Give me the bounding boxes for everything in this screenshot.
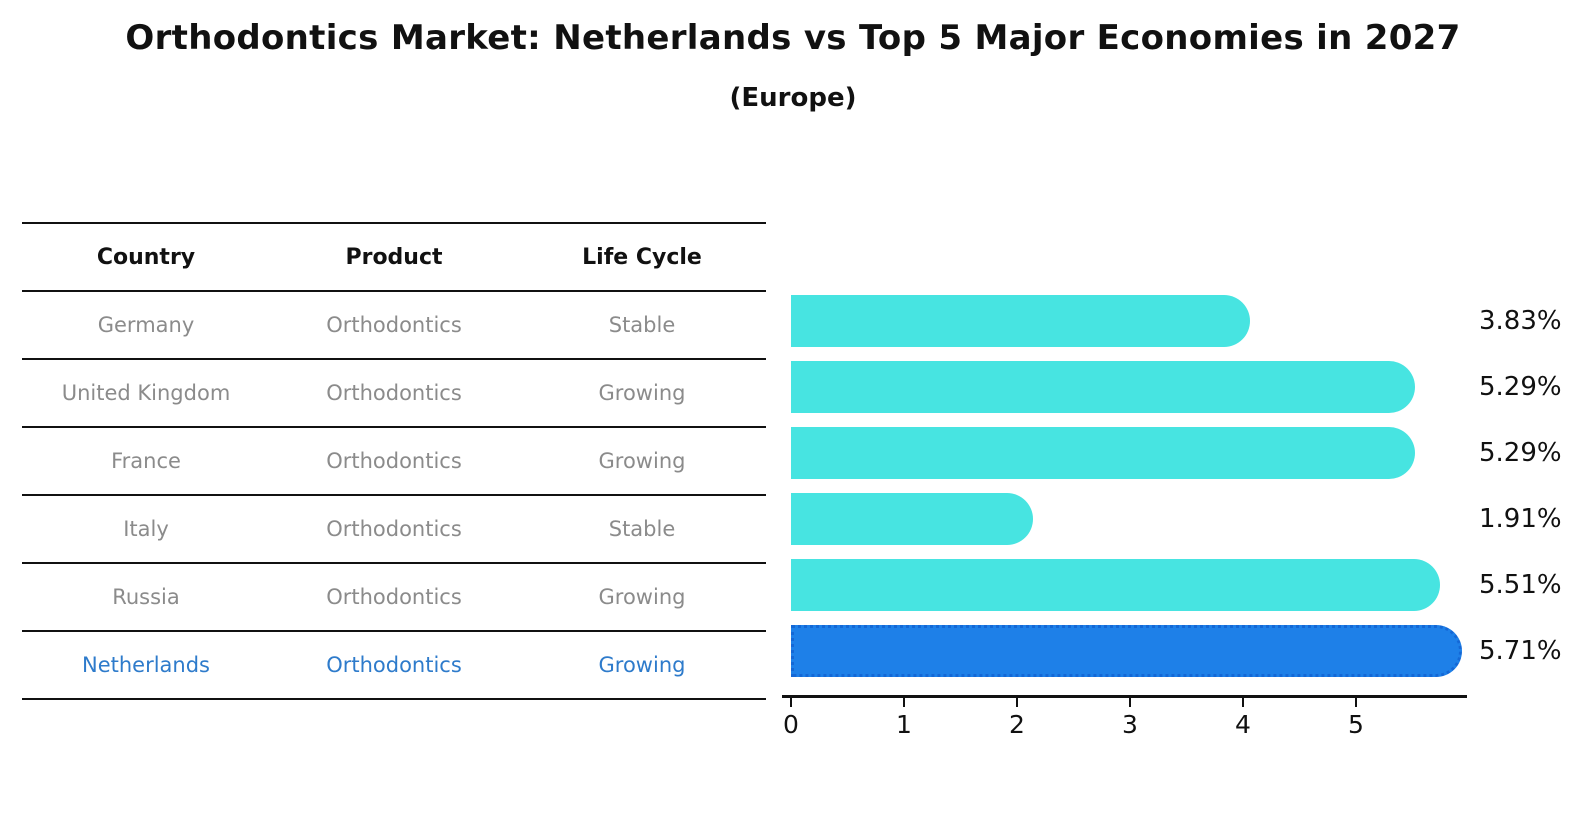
cell-life-cycle: Stable xyxy=(608,313,676,337)
cell-product: Orthodontics xyxy=(326,585,462,609)
cell-life-cycle: Growing xyxy=(598,585,686,609)
bar-united-kingdom xyxy=(791,361,1415,413)
x-axis-line xyxy=(782,695,1467,698)
column-header-country: Country xyxy=(96,244,196,270)
bar-russia xyxy=(791,559,1440,611)
cell-product: Orthodontics xyxy=(326,517,462,541)
cell-country: France xyxy=(111,449,181,473)
tick-label: 5 xyxy=(1348,710,1364,739)
page-title: Orthodontics Market: Netherlands vs Top … xyxy=(125,18,1461,58)
cell-country: Netherlands xyxy=(81,653,210,677)
table-row-france: France Orthodontics Growing xyxy=(22,426,766,494)
cell-product: Orthodontics xyxy=(326,313,462,337)
cell-product: Orthodontics xyxy=(326,449,462,473)
tick-label: 1 xyxy=(896,710,912,739)
table-row-united-kingdom: United Kingdom Orthodontics Growing xyxy=(22,358,766,426)
value-label-germany: 3.83% xyxy=(1479,306,1562,336)
tick-label: 0 xyxy=(783,710,799,739)
tick-mark xyxy=(1016,698,1018,707)
cell-product: Orthodontics xyxy=(326,381,462,405)
tick-mark xyxy=(903,698,905,707)
cell-country: Germany xyxy=(97,313,195,337)
table-row-netherlands: Netherlands Orthodontics Growing xyxy=(22,630,766,698)
value-label-france: 5.29% xyxy=(1479,438,1562,468)
tick-label: 4 xyxy=(1235,710,1251,739)
bar-netherlands-highlighted xyxy=(791,625,1463,677)
tick-label: 3 xyxy=(1122,710,1138,739)
bar-germany xyxy=(791,295,1250,347)
cell-product: Orthodontics xyxy=(326,653,462,677)
bar-italy xyxy=(791,493,1033,545)
value-label-russia: 5.51% xyxy=(1479,570,1562,600)
cell-life-cycle: Stable xyxy=(608,517,676,541)
cell-life-cycle: Growing xyxy=(598,381,686,405)
tick-mark xyxy=(1355,698,1357,707)
cell-life-cycle: Growing xyxy=(598,653,686,677)
cell-country: Italy xyxy=(123,517,169,541)
table-row-germany: Germany Orthodontics Stable xyxy=(22,290,766,358)
table-header-row: Country Product Life Cycle xyxy=(22,222,766,290)
column-header-product: Product xyxy=(345,244,443,270)
tick-mark xyxy=(1242,698,1244,707)
tick-mark xyxy=(1129,698,1131,707)
value-label-united-kingdom: 5.29% xyxy=(1479,372,1562,402)
info-table: Country Product Life Cycle Germany Ortho… xyxy=(22,222,766,700)
page-subtitle: (Europe) xyxy=(729,83,857,113)
table-row-russia: Russia Orthodontics Growing xyxy=(22,562,766,630)
bar-france xyxy=(791,427,1415,479)
cell-life-cycle: Growing xyxy=(598,449,686,473)
tick-label: 2 xyxy=(1009,710,1025,739)
value-label-netherlands: 5.71% xyxy=(1479,636,1562,666)
table-row-italy: Italy Orthodontics Stable xyxy=(22,494,766,562)
cell-country: United Kingdom xyxy=(61,381,231,405)
column-header-life-cycle: Life Cycle xyxy=(582,244,702,270)
tick-mark xyxy=(790,698,792,707)
cell-country: Russia xyxy=(112,585,180,609)
value-label-italy: 1.91% xyxy=(1479,504,1562,534)
